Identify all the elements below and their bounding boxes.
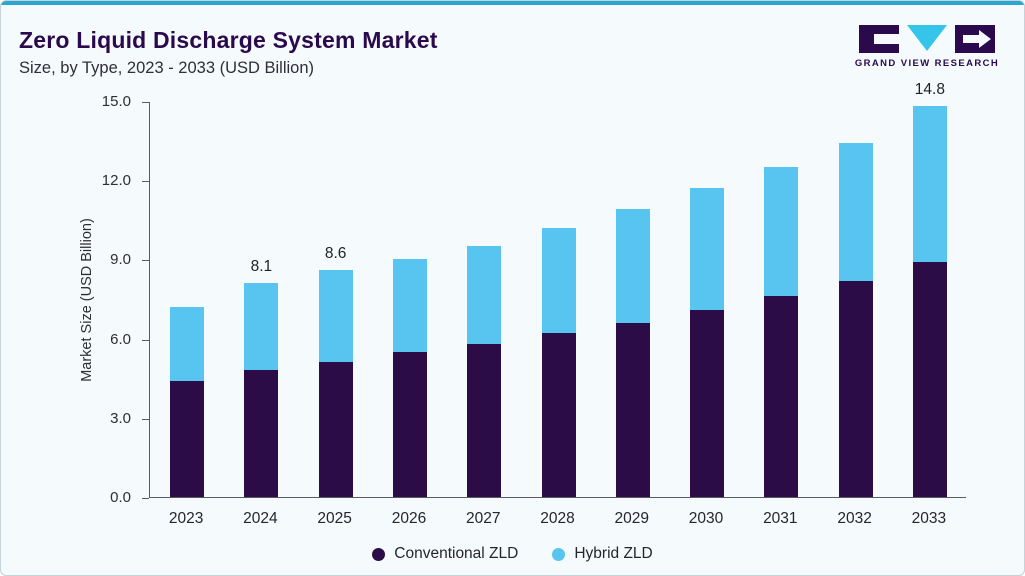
y-tick-label: 3.0 (110, 409, 131, 427)
x-axis: 2023 2024 2025 2026 2027 2028 2029 2030 2031 2032… (149, 498, 966, 538)
bar-segment-conventional-zld-2026 (392, 351, 427, 497)
x-tick-label-2028: 2028 (540, 510, 575, 527)
x-tick-label-2031: 2031 (763, 510, 798, 527)
y-tick-mark (142, 339, 149, 341)
bar-segment-conventional-zld-2030 (690, 309, 725, 497)
legend-label: Hybrid ZLD (574, 545, 653, 562)
chart-subtitle: Size, by Type, 2023 - 2033 (USD Billion) (19, 59, 315, 77)
bar-segment-hybrid-zld-2028 (541, 227, 576, 334)
plot-area: 8.1 8.6 14.8 (149, 81, 966, 498)
x-tick-label-2026: 2026 (391, 510, 427, 527)
bar-segment-hybrid-zld-2032 (838, 143, 873, 281)
bars-container: 8.1 8.6 14.8 (150, 81, 966, 497)
legend-dot (372, 547, 386, 561)
x-tick-label-2025: 2025 (317, 510, 352, 527)
logo-text: GRAND VIEW RESEARCH (854, 58, 1000, 69)
bar-segment-conventional-zld-2027 (467, 343, 502, 497)
y-tick-label: 9.0 (110, 251, 131, 269)
bar-segment-hybrid-zld-2033 (912, 106, 947, 263)
x-tick-label-2032: 2032 (837, 510, 872, 527)
y-tick-label: 0.0 (110, 489, 131, 506)
x-tick-label-2033: 2033 (911, 510, 947, 527)
x-tick-label-2024: 2024 (243, 510, 278, 527)
bar-segment-conventional-zld-2023 (170, 380, 205, 497)
bar-value-label-2033: 14.8 (914, 81, 945, 99)
bar-segment-conventional-zld-2024 (244, 370, 279, 497)
y-tick-label: 15.0 (101, 93, 131, 110)
x-tick-label-2027: 2027 (465, 510, 501, 527)
x-tick-label-2029: 2029 (614, 510, 649, 527)
bar-segment-conventional-zld-2033 (912, 262, 947, 497)
bar-segment-hybrid-zld-2031 (764, 167, 799, 297)
bar-segment-hybrid-zld-2025 (318, 269, 353, 363)
top-accent-line (1, 1, 1024, 5)
bar-segment-conventional-zld-2031 (764, 296, 799, 497)
chart-title: Zero Liquid Discharge System Market (19, 27, 438, 53)
y-tick-mark (142, 181, 149, 183)
bar-segment-hybrid-zld-2027 (467, 246, 502, 344)
logo-glyph-r-arrow (963, 30, 991, 48)
x-tick-label-2030: 2030 (688, 510, 724, 527)
x-tick-label-2023: 2023 (168, 510, 204, 527)
y-tick-mark (142, 498, 149, 499)
bar-segment-hybrid-zld-2024 (244, 283, 279, 371)
y-axis: 0.0 3.0 6.0 9.0 12.0 15.0 (1, 93, 149, 506)
grand-view-research-logo: GRAND VIEW RESEARCH (852, 25, 1002, 69)
bar-segment-hybrid-zld-2030 (690, 188, 725, 310)
bar-segment-hybrid-zld-2023 (170, 306, 205, 381)
y-tick-label: 12.0 (101, 172, 131, 190)
legend-dot (552, 547, 566, 561)
legend: Conventional ZLD Hybrid ZLD (1, 545, 1024, 563)
logo-mark (859, 25, 995, 53)
logo-glyph-v (907, 25, 947, 51)
bar-segment-conventional-zld-2025 (318, 362, 353, 497)
legend-item-conventional-zld: Conventional ZLD (372, 545, 518, 563)
y-tick-mark (142, 102, 149, 103)
legend-label: Conventional ZLD (394, 545, 519, 562)
bar-segment-conventional-zld-2032 (838, 280, 873, 497)
y-tick-mark (142, 260, 149, 262)
bar-segment-hybrid-zld-2029 (615, 209, 650, 323)
bar-value-label-2025: 8.6 (324, 244, 347, 262)
bar-segment-conventional-zld-2029 (615, 322, 650, 497)
y-tick-mark (142, 418, 149, 420)
bar-segment-conventional-zld-2028 (541, 333, 576, 497)
y-tick-label: 6.0 (110, 330, 131, 348)
legend-item-hybrid-zld: Hybrid ZLD (552, 545, 653, 563)
bar-value-label-2024: 8.1 (250, 258, 273, 276)
logo-glyph-g (859, 25, 899, 53)
bar-segment-hybrid-zld-2026 (392, 259, 427, 352)
